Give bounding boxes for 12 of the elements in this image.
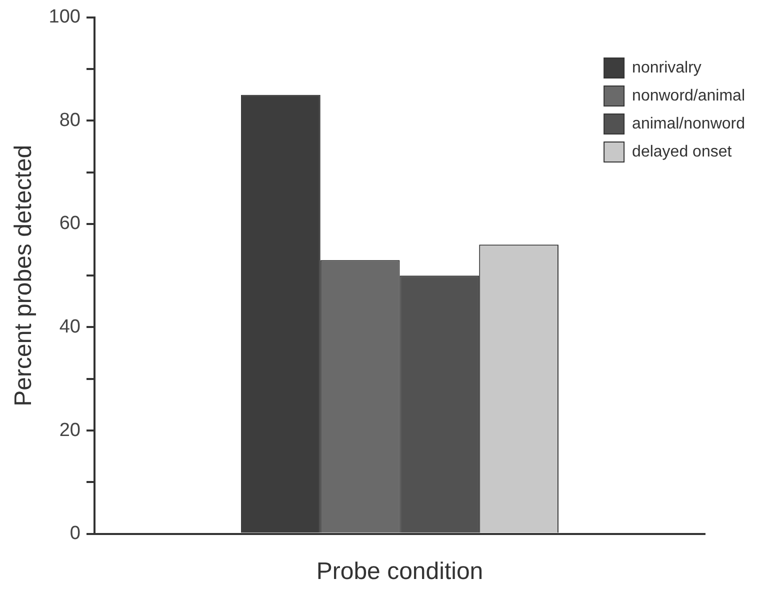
y-tick-label: 100	[48, 6, 80, 28]
legend-label: delayed onset	[632, 143, 732, 160]
y-axis-title: Percent probes detected	[10, 144, 38, 406]
y-tick-label: 20	[59, 420, 80, 441]
legend-label: nonword/animal	[632, 87, 745, 104]
x-axis-title: Probe condition	[316, 558, 484, 586]
y-tick-label: 40	[59, 316, 80, 338]
legend-label: animal/nonword	[632, 115, 745, 132]
legend-label: nonrivalry	[632, 59, 702, 76]
y-tick-label: 0	[70, 523, 80, 544]
y-tick-label: 80	[59, 110, 80, 131]
y-tick-label: 60	[59, 213, 80, 234]
